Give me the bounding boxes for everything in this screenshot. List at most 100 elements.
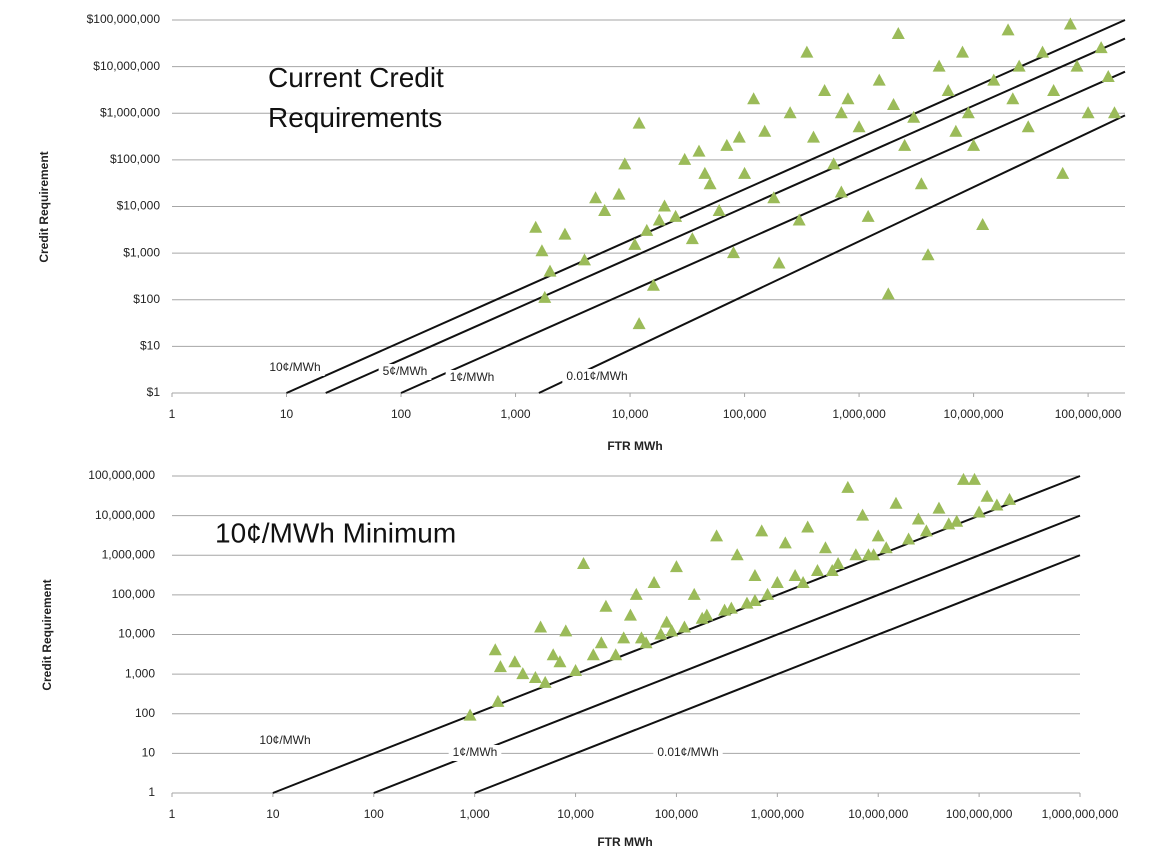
data-point bbox=[841, 480, 855, 493]
data-point bbox=[748, 594, 762, 607]
label-background bbox=[378, 364, 432, 380]
data-point bbox=[609, 648, 623, 661]
data-point bbox=[1002, 492, 1016, 505]
data-point bbox=[577, 557, 591, 570]
data-point bbox=[932, 501, 946, 514]
data-point bbox=[632, 116, 646, 129]
x-tick-label: 1 bbox=[169, 807, 176, 821]
x-tick-label: 100,000,000 bbox=[946, 807, 1013, 821]
data-point bbox=[755, 524, 769, 537]
y-tick-label: 1,000 bbox=[125, 666, 155, 680]
data-point bbox=[720, 138, 734, 151]
x-tick-label: 1,000,000 bbox=[832, 407, 886, 421]
data-point bbox=[558, 227, 572, 240]
data-point bbox=[528, 670, 542, 683]
data-point bbox=[1036, 45, 1050, 58]
x-tick-label: 100,000,000 bbox=[1055, 407, 1122, 421]
data-point bbox=[770, 575, 784, 588]
data-point bbox=[669, 209, 683, 222]
data-point bbox=[1001, 23, 1015, 36]
reference-line-label: 5¢/MWh bbox=[383, 364, 428, 378]
data-point bbox=[589, 191, 603, 204]
data-point bbox=[889, 496, 903, 509]
data-point bbox=[1056, 166, 1070, 179]
data-point bbox=[726, 246, 740, 259]
data-point bbox=[810, 564, 824, 577]
data-point bbox=[493, 660, 507, 673]
data-point bbox=[634, 631, 648, 644]
data-point bbox=[538, 290, 552, 303]
data-point bbox=[801, 520, 815, 533]
data-point bbox=[640, 223, 654, 236]
x-tick-label: 1,000 bbox=[501, 407, 531, 421]
data-point bbox=[1063, 17, 1077, 30]
y-tick-label: 10,000 bbox=[118, 627, 155, 641]
y-tick-label: $10 bbox=[140, 339, 160, 353]
data-point bbox=[599, 599, 613, 612]
data-point bbox=[758, 124, 772, 137]
data-point bbox=[976, 218, 990, 231]
data-point bbox=[623, 608, 637, 621]
data-point bbox=[778, 536, 792, 549]
data-point bbox=[967, 472, 981, 485]
data-point bbox=[508, 655, 522, 668]
label-background bbox=[445, 370, 499, 386]
data-point bbox=[738, 166, 752, 179]
data-point bbox=[559, 624, 573, 637]
data-point bbox=[534, 620, 548, 633]
y-tick-label: 100,000 bbox=[112, 587, 156, 601]
data-point bbox=[792, 213, 806, 226]
data-point bbox=[647, 575, 661, 588]
data-point bbox=[767, 191, 781, 204]
data-point bbox=[491, 694, 505, 707]
x-tick-label: 10 bbox=[280, 407, 294, 421]
data-point bbox=[677, 620, 691, 633]
data-point bbox=[685, 232, 699, 245]
data-point bbox=[703, 177, 717, 190]
data-point bbox=[586, 648, 600, 661]
data-point bbox=[546, 648, 560, 661]
data-point bbox=[955, 45, 969, 58]
data-point bbox=[698, 166, 712, 179]
data-point bbox=[872, 73, 886, 86]
data-point bbox=[796, 575, 810, 588]
data-point bbox=[748, 568, 762, 581]
reference-line-label: 10¢/MWh bbox=[269, 360, 320, 374]
data-point bbox=[678, 152, 692, 165]
data-point bbox=[1101, 69, 1115, 82]
x-axis-title: FTR MWh bbox=[607, 439, 662, 453]
data-point bbox=[911, 512, 925, 525]
data-point bbox=[849, 548, 863, 561]
x-tick-label: 100,000 bbox=[655, 807, 699, 821]
x-tick-label: 1,000,000 bbox=[751, 807, 805, 821]
reference-line-label: 0.01¢/MWh bbox=[657, 745, 718, 759]
data-point bbox=[577, 253, 591, 266]
x-tick-label: 10 bbox=[266, 807, 280, 821]
data-point bbox=[980, 489, 994, 502]
y-tick-label: 1,000,000 bbox=[102, 547, 156, 561]
data-point bbox=[516, 667, 530, 680]
x-tick-label: 100,000 bbox=[723, 407, 767, 421]
data-point bbox=[1021, 120, 1035, 133]
data-point bbox=[879, 541, 893, 554]
data-point bbox=[1047, 84, 1061, 97]
data-point bbox=[950, 514, 964, 527]
label-background bbox=[653, 745, 723, 761]
data-point bbox=[618, 157, 632, 170]
reference-line-label: 1¢/MWh bbox=[450, 370, 495, 384]
data-point bbox=[761, 587, 775, 600]
y-tick-label: 100,000,000 bbox=[88, 468, 155, 482]
x-tick-label: 10,000,000 bbox=[848, 807, 908, 821]
data-point bbox=[941, 84, 955, 97]
data-point bbox=[827, 157, 841, 170]
data-point bbox=[732, 130, 746, 143]
data-point bbox=[628, 237, 642, 250]
y-tick-label: $1,000 bbox=[123, 245, 160, 259]
data-point bbox=[788, 568, 802, 581]
y-tick-label: $10,000 bbox=[117, 199, 161, 213]
data-point bbox=[1081, 106, 1095, 119]
chart-title: Current Credit Requirements bbox=[268, 62, 444, 133]
x-tick-label: 1 bbox=[169, 407, 176, 421]
data-point bbox=[1070, 59, 1084, 72]
